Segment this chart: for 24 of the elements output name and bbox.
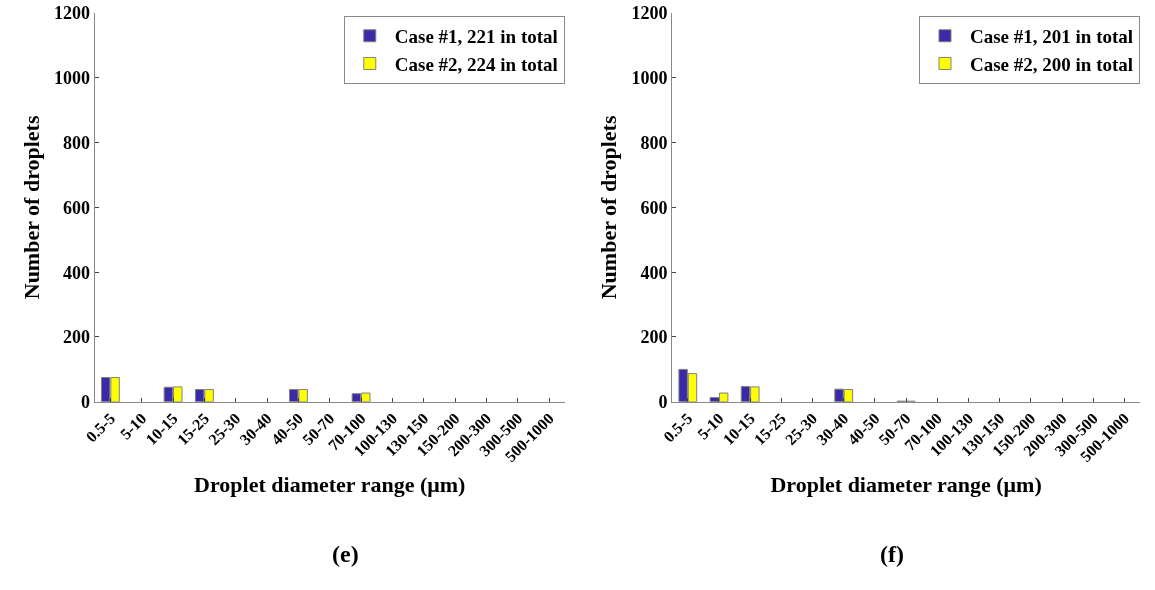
y-tick-label: 200: [63, 327, 91, 348]
y-tick-label: 400: [63, 262, 91, 283]
y-tick-label: 0: [658, 392, 668, 413]
y-tick-label: 800: [640, 132, 668, 153]
y-tick-label: 800: [63, 132, 91, 153]
y-tick-label: 1200: [631, 3, 668, 24]
x-axis-title: Droplet diameter range (μm): [770, 472, 1042, 498]
legend-label: Case #2, 200 in total: [969, 53, 1134, 75]
y-tick-label: 600: [63, 197, 91, 218]
y-tick-label: 1000: [631, 68, 668, 89]
y-axis-title: Number of droplets: [596, 115, 622, 300]
legend-label: Case #2, 224 in total: [394, 53, 558, 75]
y-tick-label: 200: [640, 327, 668, 348]
y-tick-label: 600: [640, 197, 668, 218]
x-axis-title: Droplet diameter range (μm): [194, 472, 466, 498]
y-tick-label: 400: [640, 262, 668, 283]
y-tick-label: 1000: [54, 68, 91, 89]
legend-label: Case #1, 201 in total: [969, 26, 1134, 48]
y-tick-label: 1200: [54, 3, 91, 24]
y-axis-title: Number of droplets: [18, 115, 44, 300]
text: (f): [880, 541, 904, 567]
legend-label: Case #1, 221 in total: [394, 26, 558, 48]
y-tick-label: 0: [81, 392, 91, 413]
text: (e): [332, 541, 359, 567]
